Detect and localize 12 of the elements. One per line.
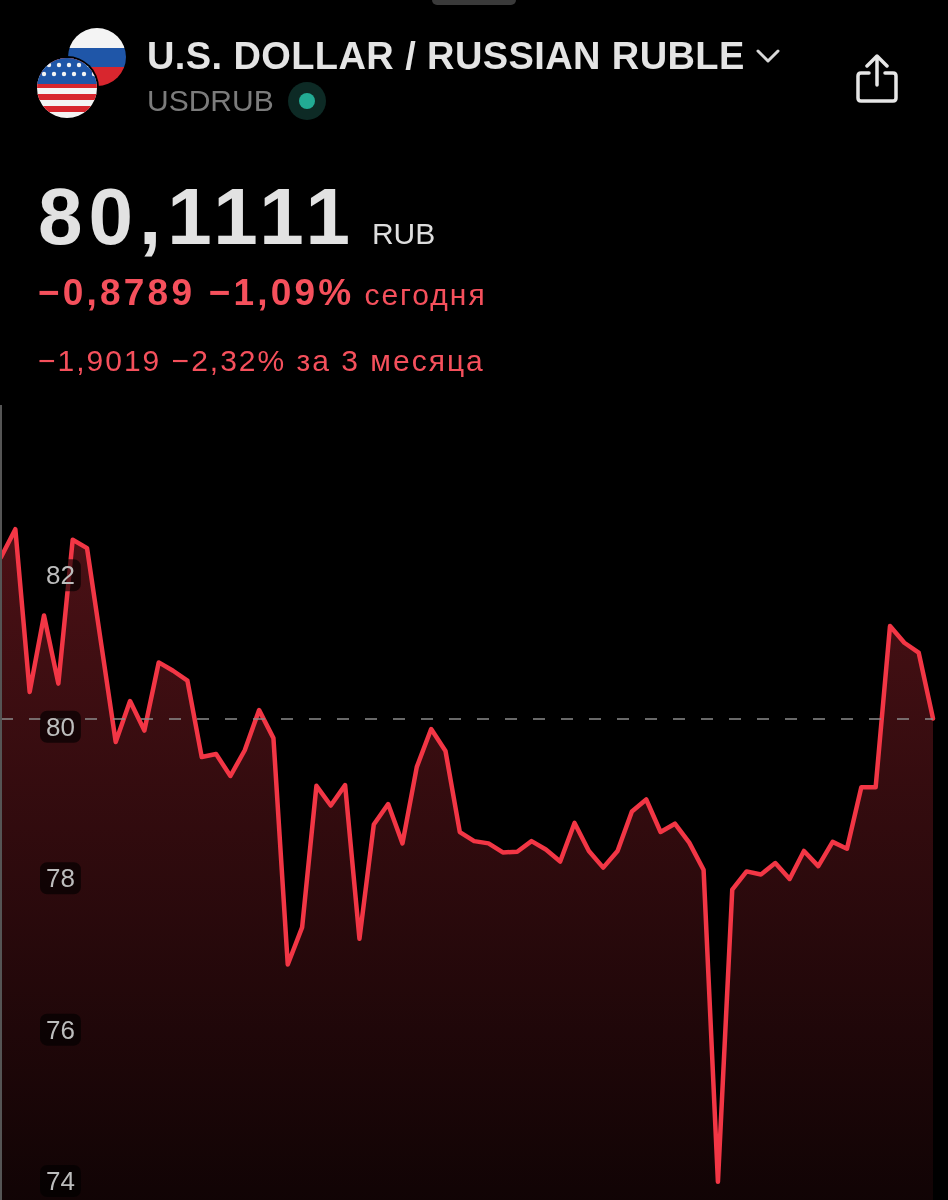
y-tick-label: 80	[46, 711, 75, 742]
text: −1,9019 −2,32% за 3 месяца	[38, 343, 485, 379]
text: RUB	[371, 217, 436, 251]
y-tick-label: 74	[46, 1166, 75, 1197]
text: сегодня	[364, 278, 487, 312]
chart-subtitle: USDRUB	[147, 83, 274, 119]
y-tick-label: 78	[46, 863, 75, 894]
text: 80,1111	[38, 171, 356, 263]
y-tick-label: 76	[46, 1014, 75, 1045]
text: −0,8789 −1,09%	[38, 271, 355, 315]
chart-title: U.S. DOLLAR / RUSSIAN RUBLE	[147, 34, 745, 78]
y-tick-label: 82	[46, 560, 75, 591]
